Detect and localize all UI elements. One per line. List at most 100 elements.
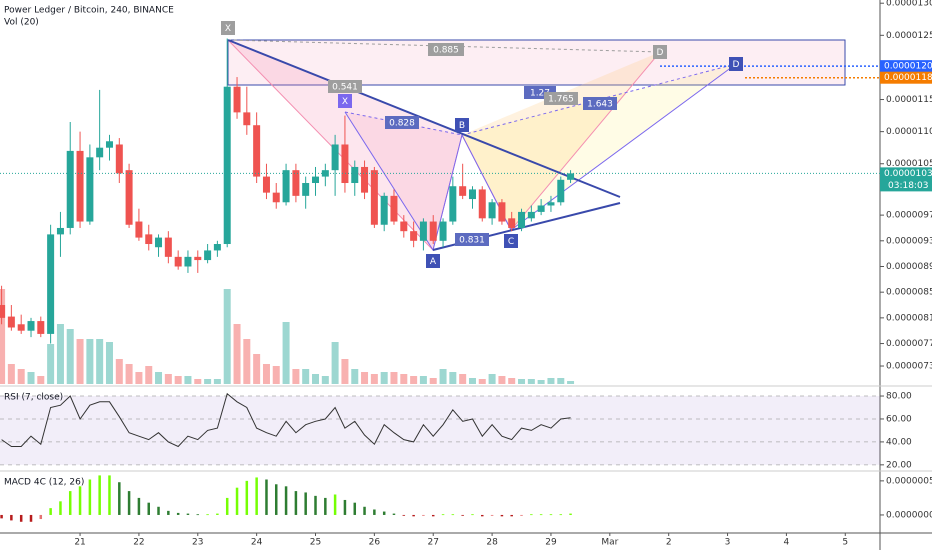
candle-body [400,221,408,232]
macd-bar [98,475,101,515]
candle-body [184,256,192,267]
price-marker-box [880,60,932,73]
volume-bar [76,339,84,384]
candle-body [459,186,467,196]
macd-bar [167,510,170,515]
candle-body [419,221,427,241]
ratio-label: 1.765 [548,95,574,105]
ratio-label: 1.27 [530,89,550,99]
macd-bar [10,514,13,521]
macd-bar [68,491,72,515]
macd-bar [490,514,494,516]
macd-bar [539,514,543,516]
macd-bar [353,502,357,515]
volume-bar [400,374,408,384]
macd-bar [343,499,347,515]
macd-bar [108,475,111,515]
volume-bar [390,372,398,384]
x-tick-label: 28 [486,538,498,548]
volume-bar [468,378,476,384]
point-label-box [338,94,352,108]
macd-bar [294,491,298,515]
candle-body [468,189,476,200]
volume-bar [223,289,231,384]
volume-bar [262,364,270,384]
macd-bar [216,513,219,515]
pattern-ratio-line [344,111,463,136]
volume-bar [370,374,378,384]
pattern-labels: X X A B C D D 0.885 0.541 0.828 1.27 1.7… [221,21,743,268]
candle-body [331,144,339,171]
rsi-line [1,392,571,448]
candle-body [557,179,565,203]
macd-bar [520,514,523,516]
candle-body [164,237,172,257]
rsi-band [0,396,880,465]
x-tick-label: 29 [545,538,557,548]
macd-bar [196,514,200,516]
volume-bar [547,378,555,384]
candle-body [105,141,113,148]
ratio-label-box [428,43,464,56]
volume-bar [292,369,300,384]
point-label-box [729,57,743,71]
x-tick-label: 22 [133,538,144,548]
x-tick-label: 2 [666,538,672,548]
candle-body [547,202,555,206]
volume-bar [302,369,310,384]
macd-title: MACD 4C (12, 26) [4,478,84,488]
candle-body [302,183,310,196]
volume-bar [105,342,113,384]
macd-bar [176,512,180,515]
volume-bar [527,379,535,384]
macd-bar [225,497,229,515]
volume-bar [419,376,427,384]
volume-bar [17,369,25,384]
candle-body [527,211,535,219]
macd-bar [39,514,43,520]
y-tick-label: 0.00000735 [886,362,932,372]
point-label-box [426,254,440,268]
candle-body [115,144,123,174]
macd-bar [569,513,572,515]
volume-bar [37,376,45,384]
candle-body [449,186,457,222]
volume-bar [429,378,437,384]
ratio-label-box [455,233,489,246]
candle-body [439,221,447,241]
volume-bar [321,376,329,384]
candle-body [253,125,261,177]
macd-bar [235,487,239,515]
candle-body [0,305,6,318]
candle-body [292,170,300,196]
x-tick-label: Mar [601,538,618,548]
candle-body [282,170,290,203]
point-label: D [733,60,740,70]
y-tick-label: 80.00 [886,392,912,402]
macd-bar [363,506,366,515]
pattern-fill [462,52,660,230]
candle-body [174,256,182,267]
candle-body [321,170,329,177]
volume-bar [243,339,251,384]
volume-bar [498,376,506,384]
volume-bar [7,364,15,384]
x-tick-label: 24 [251,538,263,548]
volume-bar [351,369,359,384]
macd-bar [431,514,435,517]
y-tick-label: 40.00 [886,437,912,447]
point-label-box [504,234,518,248]
macd-bar [451,514,455,516]
x-tick-label: 4 [784,538,790,548]
candle-body [17,324,25,331]
macd-bar [510,514,513,517]
candle-body [37,321,45,334]
candle-body [410,231,418,241]
point-label: A [430,257,437,267]
volume-bar [557,378,565,384]
volume-bar [449,372,457,384]
